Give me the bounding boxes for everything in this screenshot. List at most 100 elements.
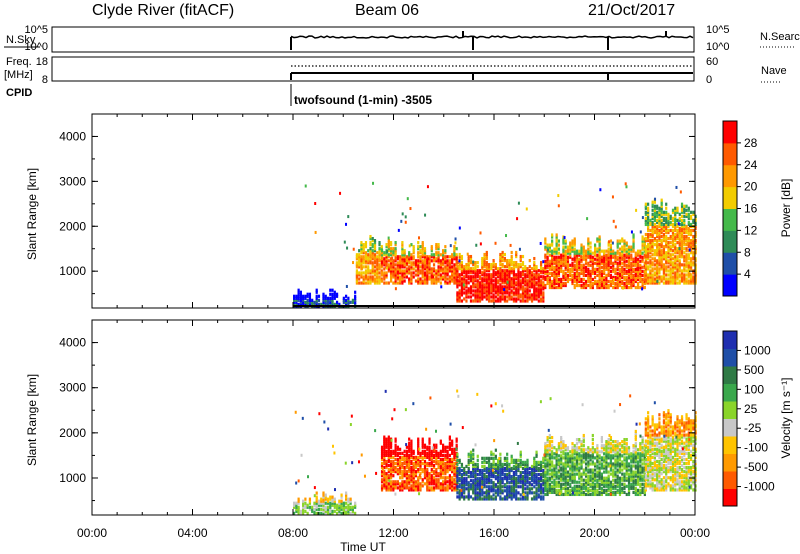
data-cell [485, 263, 488, 267]
data-cell [403, 257, 406, 261]
data-cell [562, 476, 565, 480]
data-cell [612, 267, 615, 271]
data-cell [678, 241, 681, 245]
data-cell [555, 454, 558, 458]
data-cell [387, 239, 390, 243]
data-cell [378, 263, 381, 267]
data-cell [526, 289, 529, 293]
data-cell [408, 470, 411, 474]
data-cell [593, 251, 597, 255]
data-cell [326, 302, 330, 306]
data-cell [428, 437, 431, 441]
data-cell [362, 243, 365, 247]
data-cell [331, 294, 334, 298]
data-cell [364, 261, 368, 265]
data-cell [683, 224, 686, 229]
data-cell [490, 287, 493, 291]
data-cell [345, 298, 348, 302]
data-cell [578, 279, 581, 284]
data-cell [623, 269, 626, 273]
data-cell [401, 251, 404, 255]
data-cell [685, 234, 688, 239]
data-cell [364, 271, 368, 275]
data-cell [430, 455, 433, 460]
data-cell [584, 488, 588, 492]
data-cell [485, 479, 488, 483]
data-cell [426, 185, 429, 189]
data-cell [383, 461, 386, 466]
data-cell [414, 482, 418, 486]
data-cell [515, 281, 518, 285]
data-cell [530, 267, 534, 271]
data-cell [474, 279, 477, 283]
data-cell [694, 249, 697, 253]
data-cell [378, 243, 381, 247]
data-cell [401, 455, 404, 460]
data-cell [444, 486, 447, 490]
data-cell [555, 462, 558, 466]
data-cell [623, 255, 626, 259]
data-cell [667, 228, 670, 233]
data-cell [571, 241, 574, 245]
data-cell [329, 509, 332, 513]
data-cell [435, 251, 438, 255]
data-cell [680, 245, 684, 249]
data-cell [687, 212, 690, 216]
data-cell [474, 487, 477, 491]
data-cell [499, 458, 502, 462]
data-cell [419, 259, 422, 263]
data-cell [669, 271, 672, 275]
data-cell [437, 271, 440, 275]
data-cell [544, 446, 547, 450]
power-data [293, 181, 697, 308]
data-cell [580, 267, 583, 271]
data-cell [387, 265, 390, 269]
data-cell [535, 450, 538, 454]
data-cell [647, 275, 650, 279]
data-cell [460, 267, 464, 271]
data-cell [564, 492, 567, 497]
data-cell [469, 254, 473, 259]
data-cell [476, 261, 479, 265]
data-cell [414, 461, 418, 466]
data-cell [678, 253, 681, 257]
data-cell [580, 472, 583, 476]
data-cell [439, 486, 442, 490]
data-cell [687, 208, 690, 212]
data-cell [528, 271, 531, 275]
data-cell [403, 249, 406, 253]
data-cell [685, 249, 688, 253]
data-cell [669, 281, 672, 285]
data-cell [542, 481, 545, 485]
data-cell [636, 275, 640, 280]
data-cell [566, 462, 570, 466]
data-cell [557, 204, 560, 208]
data-cell [621, 271, 624, 275]
data-cell [383, 261, 386, 265]
data-cell [451, 439, 454, 443]
data-cell [662, 273, 666, 277]
data-cell [499, 299, 502, 303]
data-cell [506, 479, 509, 483]
data-cell [519, 464, 522, 469]
data-cell [396, 459, 399, 464]
data-cell [600, 259, 603, 263]
data-cell [580, 482, 583, 486]
data-cell [618, 275, 622, 280]
data-cell [627, 249, 631, 253]
data-cell [439, 457, 442, 462]
data-cell [463, 495, 466, 499]
data-cell [649, 265, 652, 269]
data-cell [533, 472, 536, 477]
data-cell [387, 476, 390, 480]
data-cell [649, 241, 652, 245]
data-cell [598, 245, 601, 249]
data-cell [458, 252, 461, 257]
data-cell [492, 466, 495, 471]
data-cell [647, 220, 650, 225]
data-cell [688, 248, 691, 252]
data-cell [563, 236, 566, 240]
data-cell [405, 257, 409, 261]
data-cell [662, 224, 666, 229]
